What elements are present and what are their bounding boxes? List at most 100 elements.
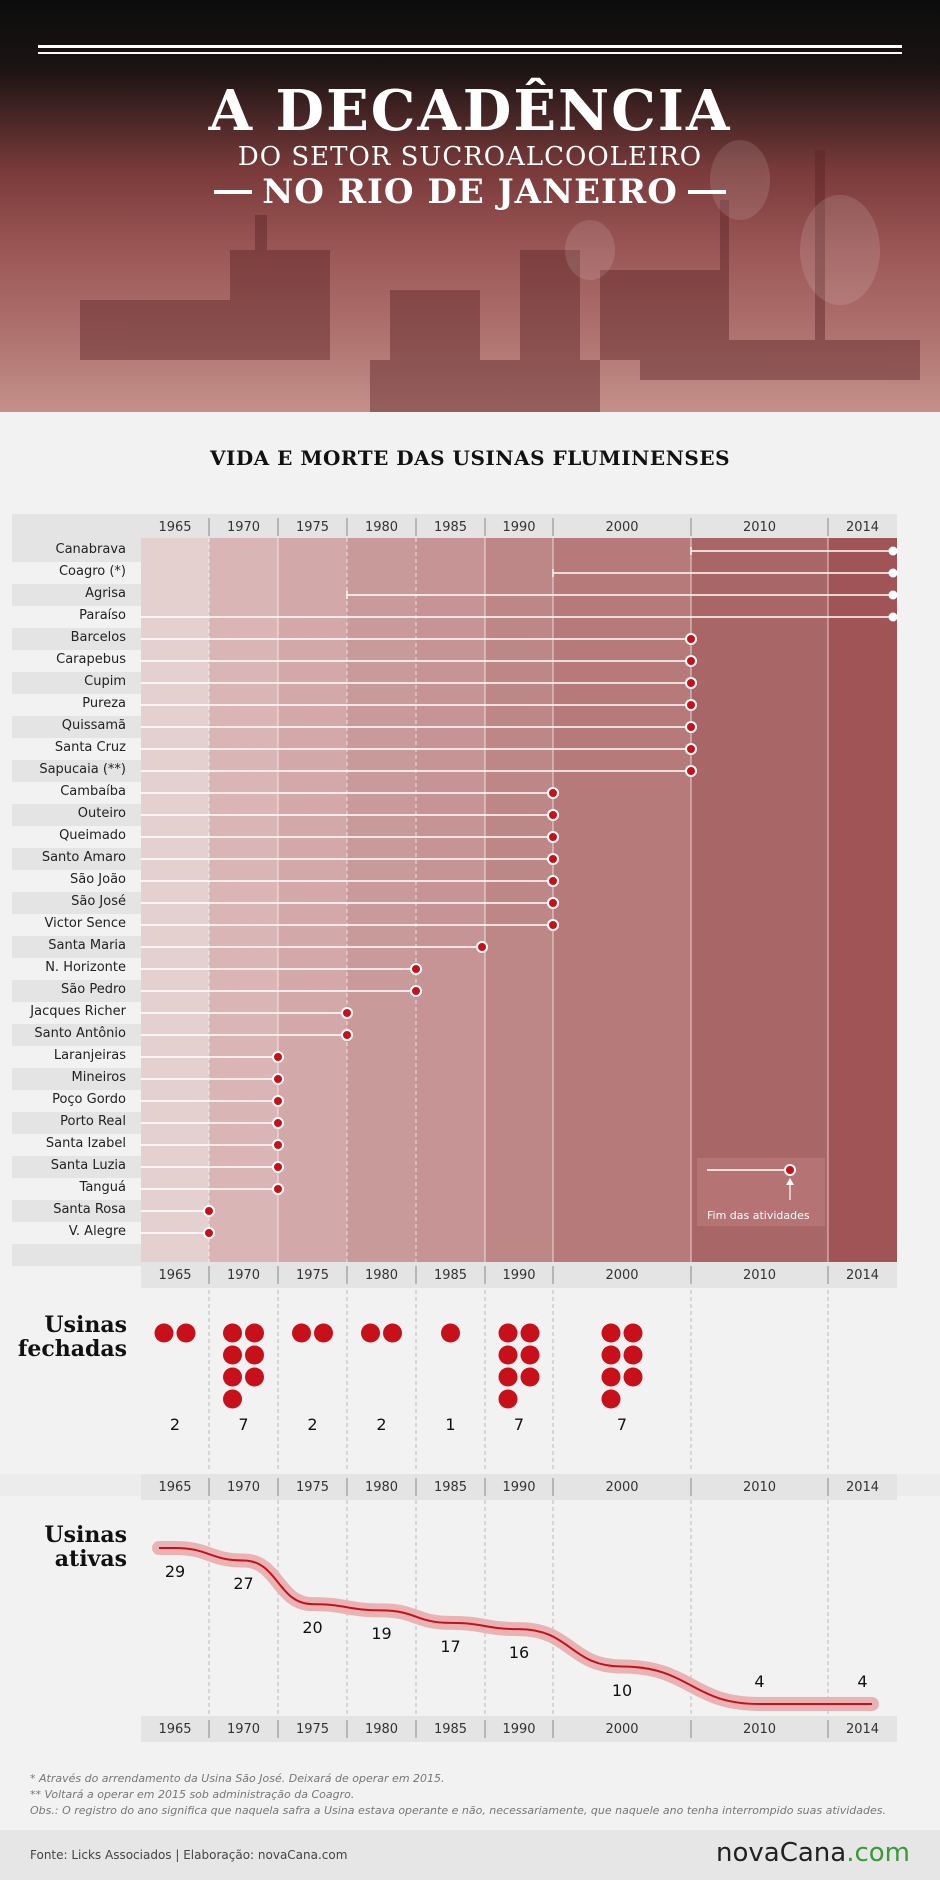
closed-count: 7 [616, 1415, 628, 1434]
usina-label: Santa Maria [48, 938, 126, 953]
closed-dot [623, 1323, 643, 1343]
closed-title: Usinas fechadas [17, 1312, 127, 1362]
title-line3: NO RIO DE JANEIRO [262, 172, 678, 212]
usina-label: Canabrava [55, 542, 126, 557]
usina-end-dot [272, 1117, 284, 1129]
closed-count: 2 [169, 1415, 181, 1434]
usina-label: Coagro (*) [58, 564, 126, 579]
timeline-year-footer-year: 1975 [295, 1268, 330, 1283]
row-stripe [12, 1156, 141, 1178]
closed-count: 7 [513, 1415, 525, 1434]
band-2014 [828, 538, 897, 1266]
usina-label: N. Horizonte [45, 960, 126, 975]
usina-label: Tanguá [79, 1180, 126, 1195]
active-year-header-bg [141, 1474, 897, 1500]
band-1980 [347, 538, 416, 1266]
source-text: Fonte: Licks Associados | Elaboração: no… [30, 1848, 348, 1862]
closed-count: 2 [376, 1415, 387, 1434]
active-count: 10 [611, 1680, 633, 1700]
row-stripe [12, 1244, 141, 1266]
closed-dot [498, 1389, 518, 1409]
row-stripe [12, 760, 141, 782]
closed-dot [361, 1323, 380, 1343]
closed-count: 7 [238, 1415, 249, 1434]
footnote-1: * Através do arrendamento da Usina São J… [30, 1772, 445, 1785]
active-count: 4 [754, 1672, 765, 1691]
brand-name: novaCana [716, 1838, 847, 1868]
usina-label: São João [69, 872, 126, 887]
row-stripe [12, 1222, 141, 1244]
usina-label: Barcelos [70, 630, 126, 645]
usina-label: Mineiros [71, 1070, 126, 1085]
row-stripe [12, 1200, 141, 1222]
footnote-3: Obs.: O registro do ano significa que na… [30, 1804, 886, 1817]
timeline-year-header-year: 2014 [845, 520, 880, 535]
row-stripe [12, 936, 141, 958]
timeline-year-footer-year: 2014 [845, 1268, 880, 1283]
active-year-header-year: 2010 [742, 1480, 777, 1495]
timeline-year-header-bg [141, 514, 897, 540]
active-year-footer-year: 1980 [364, 1722, 399, 1737]
usina-label: V. Alegre [68, 1224, 126, 1239]
chart-subtitle: VIDA E MORTE DAS USINAS FLUMINENSES [209, 446, 731, 470]
row-stripe [12, 606, 141, 628]
active-count: 16 [508, 1643, 530, 1663]
usina-end-dot [685, 765, 697, 777]
closed-dot [498, 1367, 518, 1387]
usina-end-dot [685, 743, 697, 755]
usina-end-dot [341, 1029, 353, 1041]
active-count: 27 [233, 1574, 254, 1594]
row-stripe [12, 584, 141, 606]
title-dash-right [687, 190, 726, 194]
timeline-year-header-year: 1985 [433, 520, 468, 535]
usina-label: Jacques Richer [30, 1004, 126, 1019]
closed-dot [223, 1345, 242, 1365]
usina-label: Outeiro [77, 806, 126, 821]
usina-label: Agrisa [85, 586, 126, 601]
usina-label: Victor Sence [44, 916, 126, 931]
row-stripe [12, 782, 141, 804]
usina-label: Santo Amaro [41, 850, 126, 865]
active-count: 19 [371, 1624, 392, 1644]
row-stripe [12, 958, 141, 980]
timeline-year-footer-year: 1970 [226, 1268, 261, 1283]
row-stripe [12, 738, 141, 760]
usina-end-dot [685, 655, 697, 667]
closed-dot [623, 1345, 643, 1365]
title-line2: DO SETOR SUCROALCOOLEIRO [237, 142, 703, 172]
closed-dot [223, 1323, 242, 1343]
row-stripe [12, 562, 141, 584]
usina-label: Santo Antônio [34, 1026, 126, 1041]
usina-end-dot [547, 853, 559, 865]
band-1975 [278, 538, 347, 1266]
timeline-year-header-year: 1970 [226, 520, 261, 535]
active-count: 20 [302, 1618, 323, 1638]
closed-dot [292, 1323, 311, 1343]
band-1990 [485, 538, 553, 1266]
row-stripe [12, 694, 141, 716]
closed-dot [520, 1367, 540, 1387]
row-stripe [12, 540, 141, 562]
row-stripe [12, 716, 141, 738]
closed-dot [154, 1323, 174, 1343]
closed-dot [223, 1367, 242, 1387]
usina-end-dot [547, 919, 559, 931]
usina-label: Poço Gordo [52, 1092, 126, 1107]
usina-end-dot [272, 1073, 284, 1085]
usina-end-dot [203, 1227, 215, 1239]
closed-dot [601, 1367, 621, 1387]
row-stripe [12, 1046, 141, 1068]
usina-label: Paraíso [79, 608, 126, 623]
header-rule-top [38, 45, 902, 48]
closed-count: 2 [307, 1415, 318, 1434]
title-line1: A DECADÊNCIA [208, 78, 732, 144]
usina-end-dot [410, 963, 422, 975]
row-stripe [12, 848, 141, 870]
header-rule-bottom [38, 52, 902, 54]
closed-dot [601, 1345, 621, 1365]
row-stripe [12, 650, 141, 672]
band-2010 [691, 538, 828, 1266]
usina-label: Porto Real [60, 1114, 126, 1129]
closed-dot [223, 1389, 242, 1409]
timeline-year-footer-year: 2000 [605, 1268, 639, 1283]
